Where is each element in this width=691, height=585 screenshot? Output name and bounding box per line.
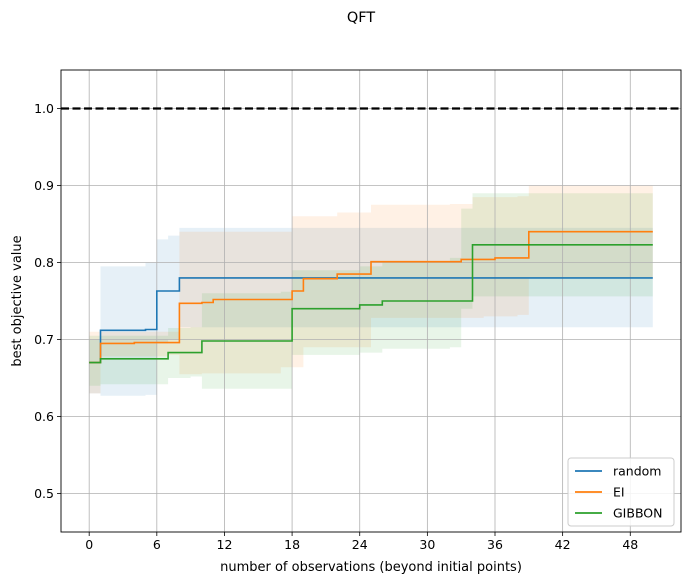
- x-axis-ticks: 0 6 12 18 24 30 36 42 48: [85, 532, 638, 552]
- y-tick-label: 0.8: [34, 255, 54, 270]
- x-tick-label: 12: [217, 537, 233, 552]
- legend: random EI GIBBON: [567, 457, 675, 527]
- series-line-random: [89, 277, 653, 364]
- y-axis-ticks: 0.5 0.6 0.7 0.8 0.9 1.0: [34, 101, 61, 501]
- legend-box: [567, 457, 675, 527]
- x-tick-label: 30: [419, 537, 435, 552]
- plot-frame: [60, 69, 682, 533]
- plot-background: [61, 70, 681, 532]
- band-random: [89, 227, 653, 396]
- x-tick-label: 42: [555, 537, 571, 552]
- y-tick-label: 0.7: [34, 332, 54, 347]
- series-line-gibbon: [89, 244, 653, 364]
- x-tick-label: 24: [352, 537, 368, 552]
- y-axis-label: best objective value: [10, 235, 25, 366]
- y-tick-label: 1.0: [34, 101, 54, 116]
- x-tick-label: 6: [153, 537, 161, 552]
- x-tick-label: 0: [85, 537, 93, 552]
- grid-lines: [61, 70, 681, 532]
- legend-label-gibbon: GIBBON: [613, 506, 663, 521]
- x-tick-label: 18: [284, 537, 300, 552]
- x-axis-label: number of observations (beyond initial p…: [220, 560, 522, 575]
- series-lines: [89, 230, 653, 364]
- y-tick-label: 0.5: [34, 486, 54, 501]
- legend-label-ei: EI: [613, 485, 625, 500]
- x-tick-label: 36: [487, 537, 503, 552]
- chart-title: QFT: [347, 10, 375, 26]
- y-tick-label: 0.9: [34, 178, 54, 193]
- x-tick-label: 48: [622, 537, 638, 552]
- y-tick-label: 0.6: [34, 409, 54, 424]
- legend-label-random: random: [613, 464, 661, 479]
- series-line-ei: [89, 230, 653, 364]
